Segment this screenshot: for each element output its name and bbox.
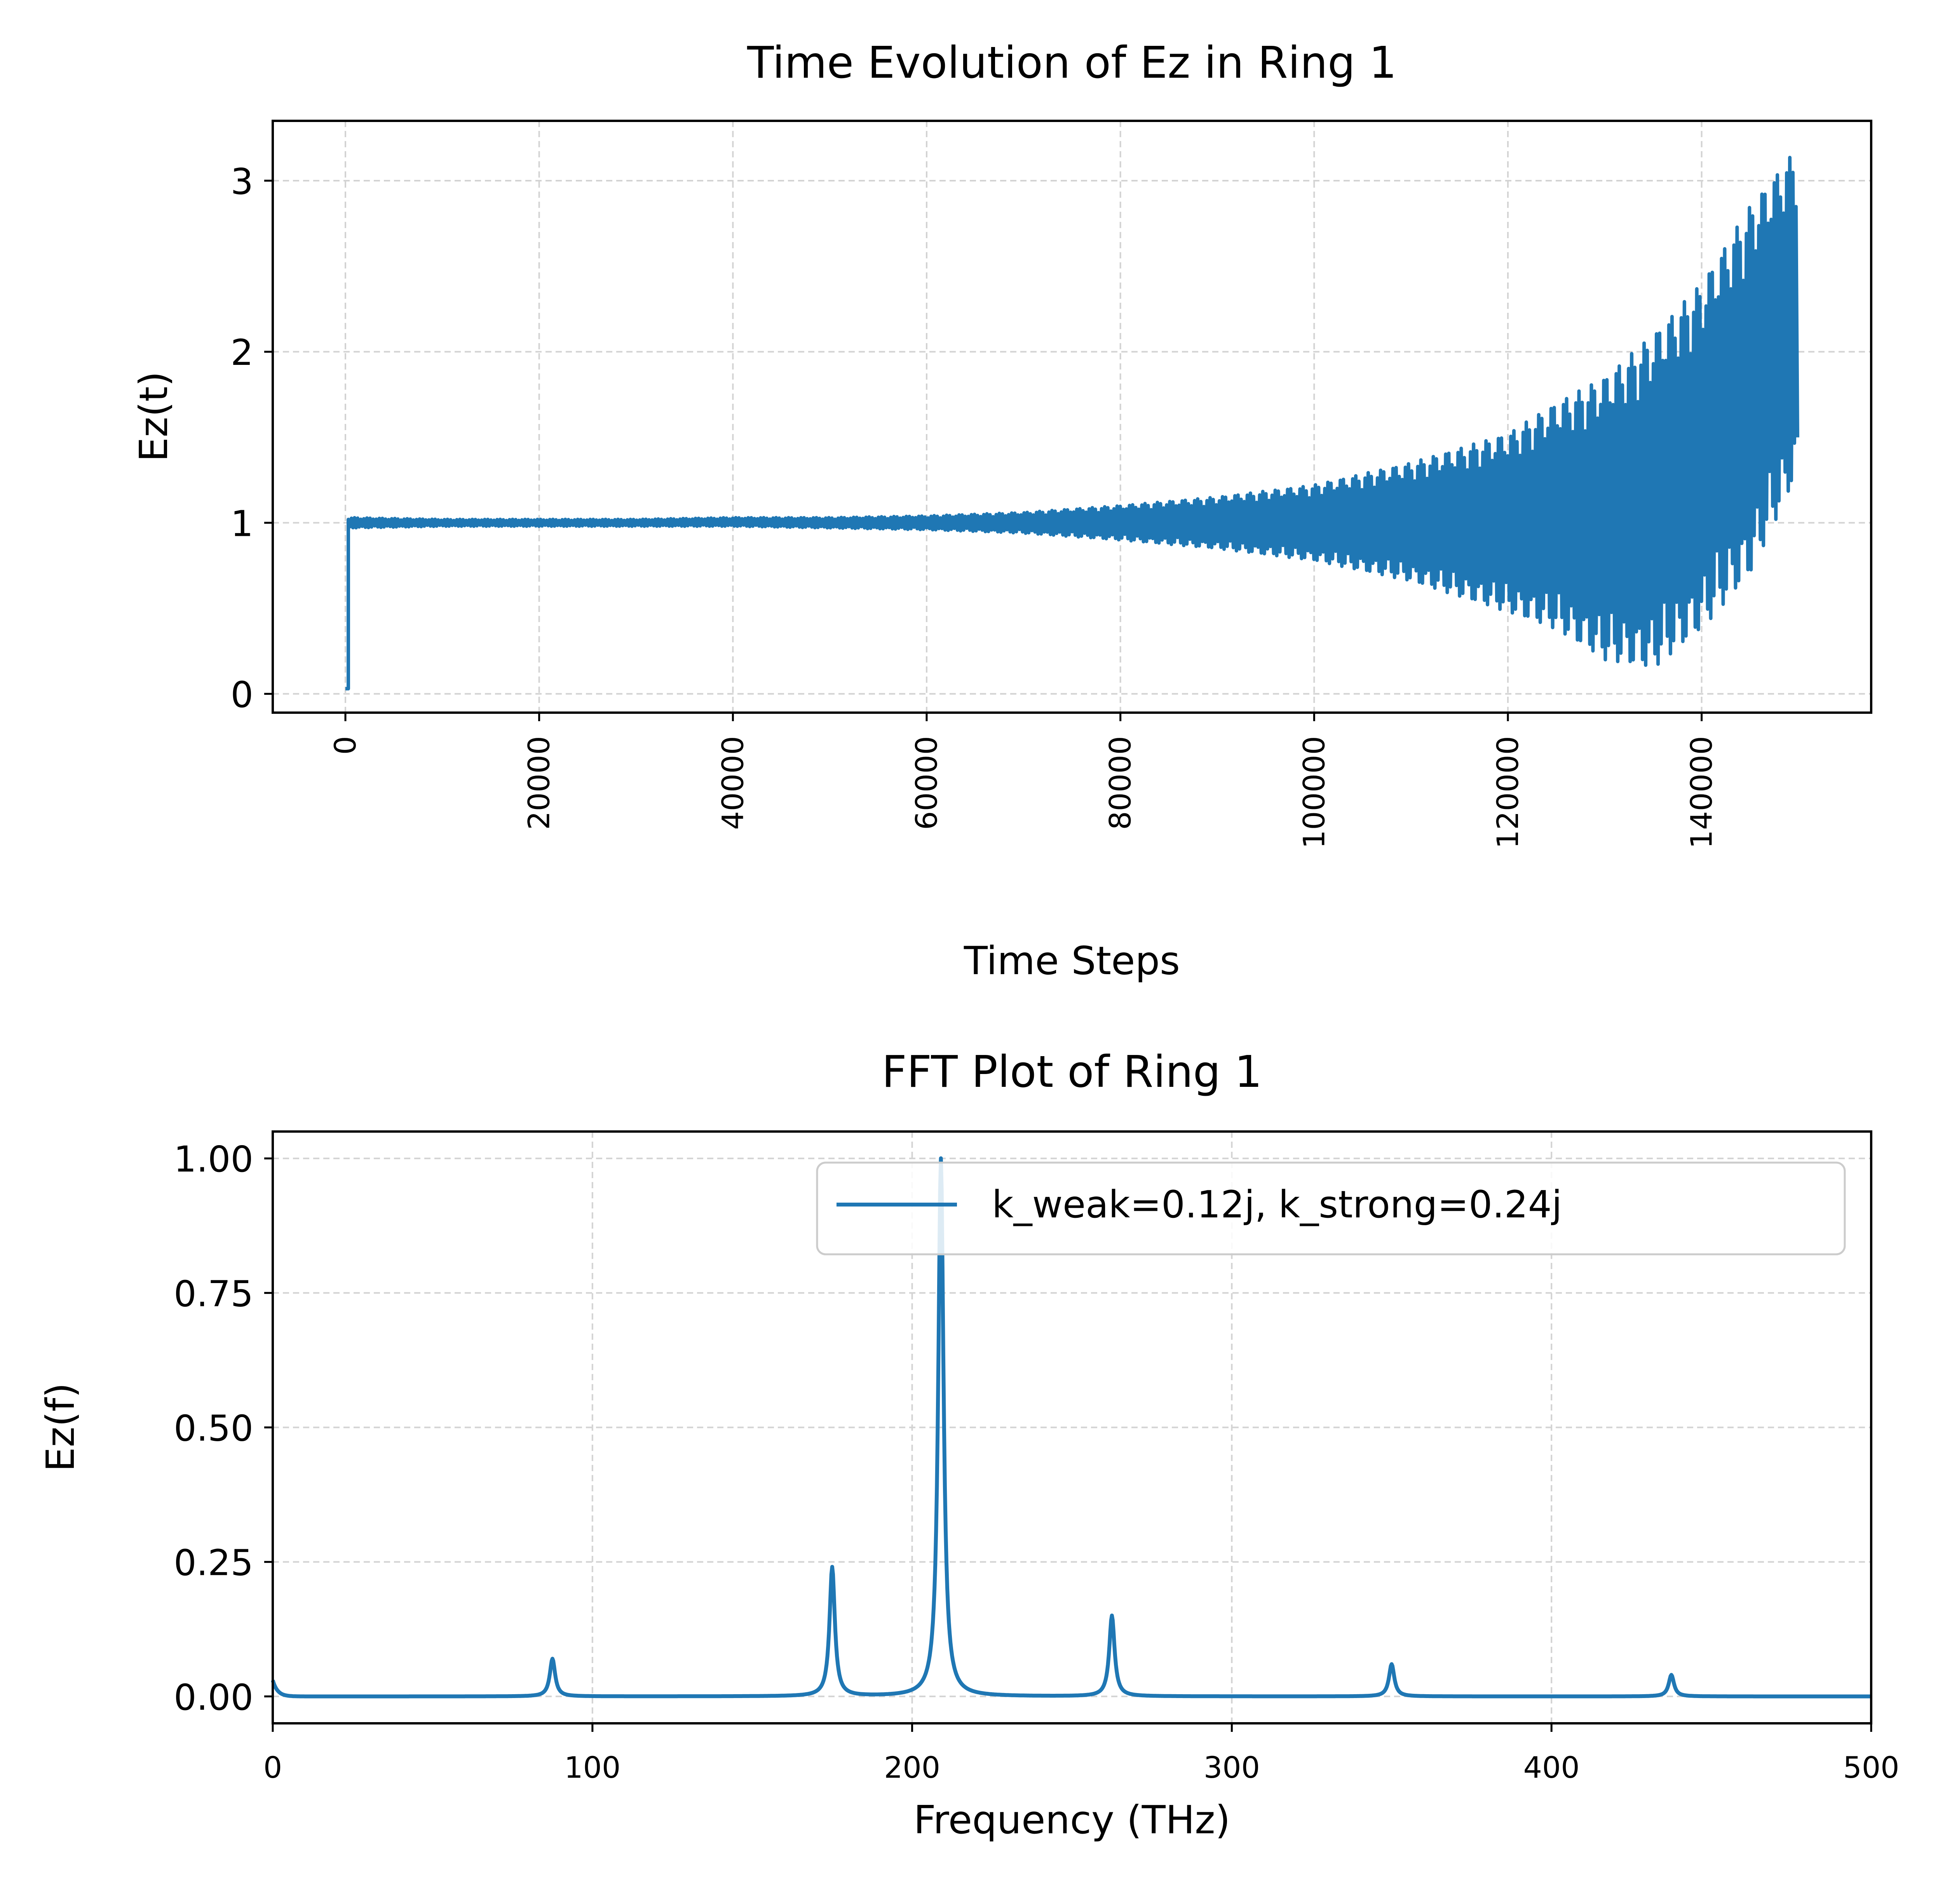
ez-time-series-line xyxy=(345,155,1799,690)
y-tick-label: 0.00 xyxy=(174,1677,253,1718)
fft-legend: k_weak=0.12j, k_strong=0.24j xyxy=(816,1161,1846,1255)
fft-spectrum-line xyxy=(271,1156,1872,1698)
x-tick-label: 400 xyxy=(1523,1750,1580,1785)
time-evolution-x-ticks: 0 20000 40000 60000 80000 100000 120000 140000 xyxy=(328,713,1719,849)
x-tick-label: 140000 xyxy=(1684,736,1719,849)
x-tick-label: 40000 xyxy=(715,736,750,830)
fft-x-ticks: 0 100 200 300 400 500 xyxy=(263,1723,1900,1785)
fft-y-axis-label: Ez(f) xyxy=(38,1383,83,1472)
fft-y-ticks: 0.00 0.25 0.50 0.75 1.00 xyxy=(174,1139,273,1718)
fft-chart: FFT Plot of Ring 1 0.000.250.500.751.00 … xyxy=(38,1047,1900,1843)
x-tick-label: 80000 xyxy=(1103,736,1138,830)
fft-title: FFT Plot of Ring 1 xyxy=(882,1047,1262,1097)
x-tick-label: 0 xyxy=(263,1750,282,1785)
time-evolution-plot-frame xyxy=(272,120,1872,714)
x-tick-label: 500 xyxy=(1843,1750,1899,1785)
time-evolution-x-axis-label: Time Steps xyxy=(964,938,1180,983)
fft-x-axis-label: Frequency (THz) xyxy=(913,1797,1230,1843)
y-tick-label: 1.00 xyxy=(174,1139,253,1180)
x-tick-label: 100000 xyxy=(1297,736,1331,849)
legend-box xyxy=(816,1161,1846,1255)
time-evolution-series xyxy=(345,155,1799,690)
time-evolution-title: Time Evolution of Ez in Ring 1 xyxy=(747,38,1397,88)
y-tick-label: 0.50 xyxy=(174,1408,253,1449)
y-tick-label: 1 xyxy=(230,503,253,544)
time-evolution-chart: Time Evolution of Ez in Ring 1 0 1 2 3 0 200… xyxy=(131,38,1872,983)
y-tick-label: 2 xyxy=(230,332,253,373)
y-tick-label: 0 xyxy=(230,674,253,716)
x-tick-label: 60000 xyxy=(909,736,944,830)
fft-series xyxy=(271,1156,1872,1698)
x-tick-label: 100 xyxy=(564,1750,620,1785)
legend-entry-label: k_weak=0.12j, k_strong=0.24j xyxy=(992,1183,1562,1226)
time-evolution-y-axis-label: Ez(t) xyxy=(131,371,176,462)
x-tick-label: 300 xyxy=(1204,1750,1260,1785)
x-tick-label: 20000 xyxy=(522,736,556,830)
y-tick-label: 0.25 xyxy=(174,1542,253,1584)
y-tick-label: 3 xyxy=(230,161,253,202)
x-tick-label: 0 xyxy=(328,736,363,755)
y-tick-label: 0.75 xyxy=(174,1273,253,1315)
time-evolution-y-ticks: 0 1 2 3 xyxy=(230,161,273,716)
x-tick-label: 200 xyxy=(884,1750,940,1785)
x-tick-label: 120000 xyxy=(1490,736,1525,849)
